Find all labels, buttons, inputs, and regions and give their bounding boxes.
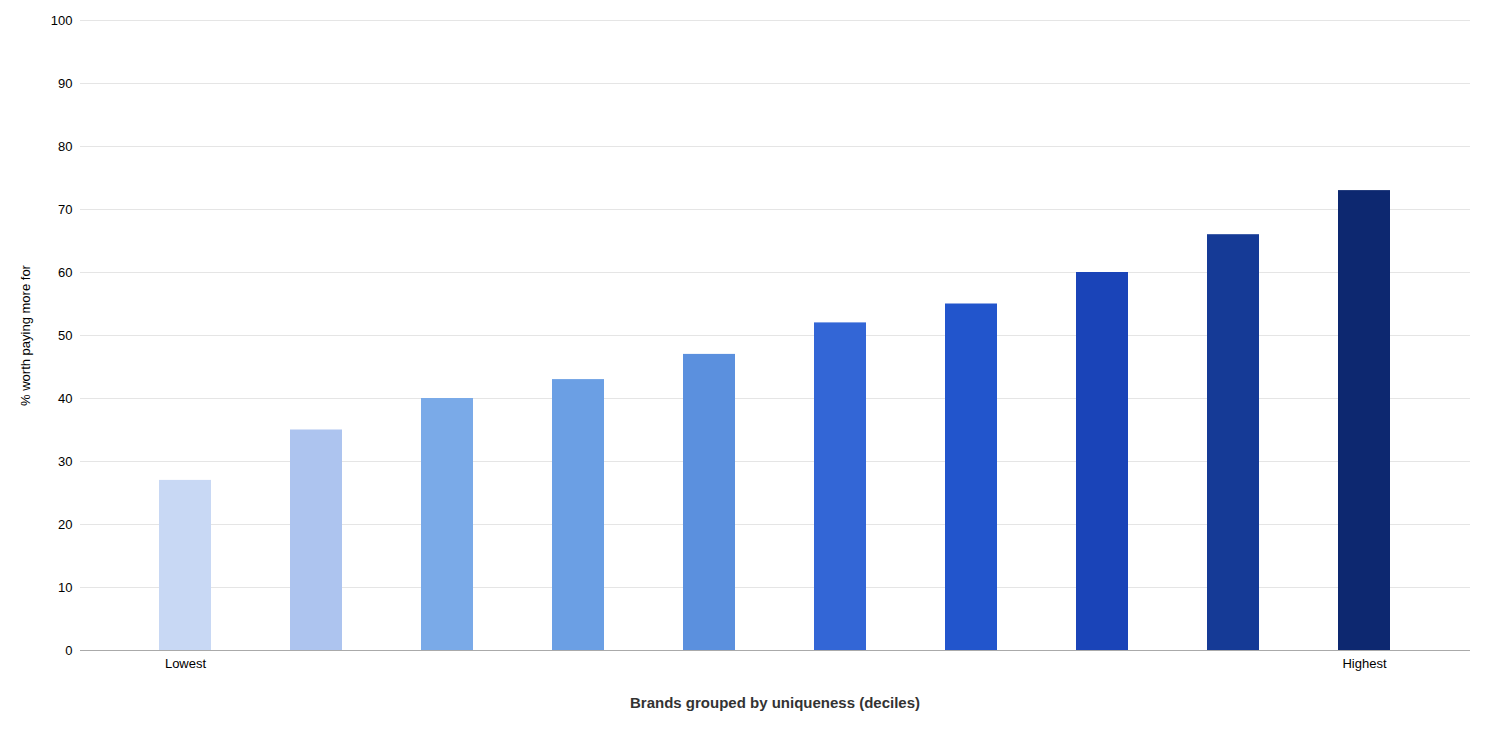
svg-text:100: 100 bbox=[51, 13, 73, 28]
svg-text:60: 60 bbox=[58, 265, 72, 280]
svg-text:% worth paying more for: % worth paying more for bbox=[18, 264, 33, 406]
svg-text:30: 30 bbox=[58, 454, 72, 469]
svg-text:10: 10 bbox=[58, 580, 72, 595]
svg-text:40: 40 bbox=[58, 391, 72, 406]
svg-text:Highest: Highest bbox=[1342, 656, 1386, 671]
svg-text:50: 50 bbox=[58, 328, 72, 343]
svg-text:0: 0 bbox=[65, 643, 72, 658]
svg-text:80: 80 bbox=[58, 139, 72, 154]
svg-text:20: 20 bbox=[58, 517, 72, 532]
html-text:Brands grouped by uniqueness (: Brands grouped by uniqueness (deciles) bbox=[630, 694, 920, 711]
svg-text:70: 70 bbox=[58, 202, 72, 217]
svg-text:Lowest: Lowest bbox=[165, 656, 207, 671]
svg-text:90: 90 bbox=[58, 76, 72, 91]
